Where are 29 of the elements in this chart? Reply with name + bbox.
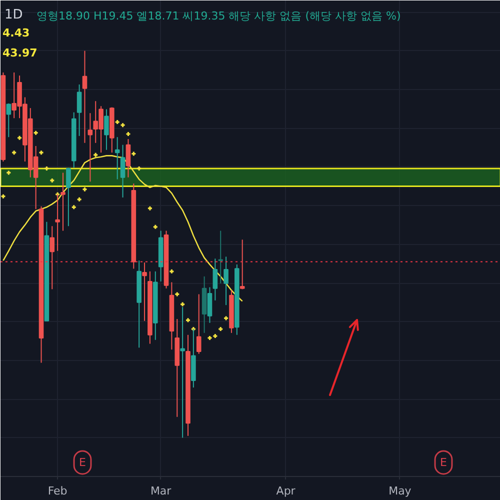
x-tick-label: May bbox=[388, 484, 412, 498]
candlestick bbox=[50, 226, 55, 290]
candlestick bbox=[55, 194, 60, 252]
candlestick bbox=[82, 50, 88, 144]
text: 4.43 bbox=[2, 26, 30, 40]
candlestick bbox=[88, 112, 93, 182]
text: E bbox=[440, 456, 448, 469]
candlestick bbox=[240, 239, 245, 290]
candlestick bbox=[6, 102, 12, 138]
candlestick bbox=[218, 230, 224, 284]
candlestick bbox=[142, 262, 147, 322]
candlestick bbox=[104, 108, 109, 150]
candlestick bbox=[120, 144, 126, 198]
candlestick bbox=[60, 172, 66, 232]
candlestick bbox=[114, 136, 120, 180]
annotation: 43.97 bbox=[2, 46, 38, 60]
x-tick-label: Apr bbox=[276, 484, 296, 498]
candlestick bbox=[224, 256, 228, 306]
chart-subtitle: 영형18.90 H19.45 엘18.71 씨19.35 해당 사항 없음 (해당 사항 없음 %) bbox=[36, 10, 401, 22]
x-tick-label: Mar bbox=[150, 484, 172, 498]
candlestick bbox=[207, 286, 212, 324]
text: E bbox=[79, 456, 86, 469]
candlestick bbox=[196, 294, 202, 354]
candlestick bbox=[126, 138, 131, 178]
chart-title: 1D bbox=[4, 8, 23, 22]
candlestick bbox=[212, 258, 218, 301]
candlestick bbox=[66, 167, 71, 227]
candlestick bbox=[76, 84, 82, 136]
x-tick-label: Feb bbox=[48, 484, 68, 498]
